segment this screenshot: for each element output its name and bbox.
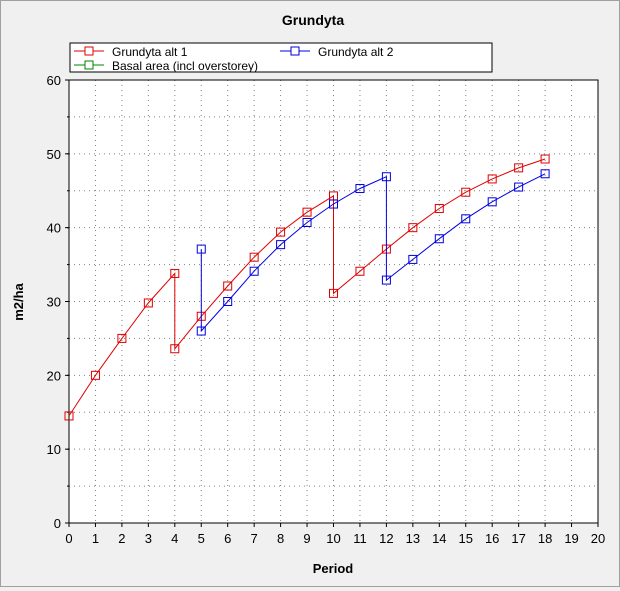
data-point <box>355 266 365 276</box>
data-point <box>461 187 471 197</box>
data-point <box>514 163 524 173</box>
data-point <box>276 227 286 237</box>
data-point <box>302 207 312 217</box>
x-tick-label: 3 <box>145 531 152 546</box>
data-point <box>276 240 286 250</box>
x-tick-label: 15 <box>459 531 473 546</box>
legend-label: Grundyta alt 1 <box>112 45 188 59</box>
series-2 <box>196 169 550 336</box>
legend-item: Grundyta alt 2 <box>280 45 394 59</box>
data-point <box>381 172 391 182</box>
x-tick-label: 6 <box>224 531 231 546</box>
legend-label: Grundyta alt 2 <box>318 45 394 59</box>
legend-marker <box>290 46 300 56</box>
y-tick-label: 30 <box>47 295 61 310</box>
legend: Grundyta alt 1 Grundyta alt 2 Basal area (… <box>69 42 493 73</box>
x-tick-label: 16 <box>485 531 499 546</box>
data-point <box>487 197 497 207</box>
series-line <box>68 158 546 417</box>
data-point <box>302 217 312 227</box>
y-tick-label: 0 <box>54 516 61 531</box>
data-point <box>170 344 180 354</box>
x-tick-label: 13 <box>406 531 420 546</box>
data-point <box>249 266 259 276</box>
x-tick-label: 10 <box>326 531 340 546</box>
data-point <box>223 281 233 291</box>
data-point <box>461 214 471 224</box>
plot-area: 0 1 2 3 4 5 6 7 8 9 10 11 12 13 14 15 16 17 18 19 2001020304… <box>47 73 606 546</box>
data-point <box>381 275 391 285</box>
x-tick-label: 7 <box>251 531 258 546</box>
y-tick-label: 60 <box>47 73 61 88</box>
y-tick-label: 10 <box>47 442 61 457</box>
legend-item: Grundyta alt 1 <box>74 45 188 59</box>
data-point <box>540 169 550 179</box>
x-tick-label: 12 <box>379 531 393 546</box>
data-point <box>540 154 550 164</box>
data-point <box>90 370 100 380</box>
data-point <box>170 268 180 278</box>
x-tick-label: 8 <box>277 531 284 546</box>
data-point <box>329 288 338 298</box>
x-tick-label: 19 <box>564 531 578 546</box>
data-point <box>64 411 74 421</box>
legend-label: Basal area (incl overstorey) <box>112 59 258 73</box>
data-point <box>514 182 524 192</box>
x-tick-label: 0 <box>65 531 72 546</box>
y-axis-label: m2/ha <box>11 282 26 320</box>
data-point <box>434 234 444 244</box>
legend-item: Basal area (incl overstorey) <box>74 59 258 73</box>
x-tick-label: 9 <box>303 531 310 546</box>
x-tick-label: 2 <box>118 531 125 546</box>
y-tick-label: 50 <box>47 147 61 162</box>
data-point <box>249 252 259 262</box>
data-point <box>223 297 233 306</box>
legend-marker <box>84 60 94 70</box>
data-point <box>434 203 444 213</box>
y-tick-label: 40 <box>47 221 61 236</box>
data-point <box>408 223 418 233</box>
x-tick-label: 5 <box>198 531 205 546</box>
x-tick-label: 17 <box>511 531 525 546</box>
x-tick-label: 18 <box>538 531 552 546</box>
data-point <box>196 326 206 336</box>
chart-title: Grundyta <box>282 12 344 28</box>
x-tick-label: 14 <box>432 531 446 546</box>
x-tick-label: 20 <box>591 531 605 546</box>
data-point <box>196 244 206 254</box>
y-tick-label: 20 <box>47 368 61 383</box>
data-point <box>487 174 497 184</box>
legend-marker <box>84 46 94 56</box>
x-axis-label: Period <box>313 561 354 576</box>
x-tick-label: 11 <box>353 531 367 546</box>
data-point <box>355 184 365 194</box>
x-tick-label: 4 <box>171 531 178 546</box>
data-point <box>143 298 153 308</box>
plot-background <box>69 80 598 523</box>
data-point <box>117 333 127 343</box>
data-point <box>408 254 418 264</box>
series-line <box>200 173 546 333</box>
x-tick-label: 1 <box>92 531 99 546</box>
data-point <box>329 199 338 209</box>
legend-box <box>69 42 493 73</box>
